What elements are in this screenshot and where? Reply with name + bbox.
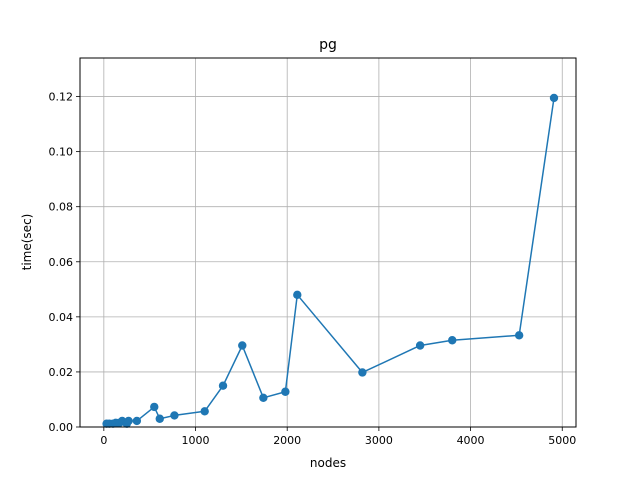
data-point	[155, 414, 164, 423]
data-point	[218, 381, 228, 390]
x-tick-label: 4000	[457, 434, 485, 447]
y-tick-label: 0.02	[49, 366, 74, 379]
series-line	[106, 97, 555, 425]
y-tick-label: 0.06	[49, 256, 74, 269]
y-tick-label: 0.04	[49, 311, 74, 324]
data-point	[132, 416, 142, 426]
chart-title: pg	[319, 37, 337, 53]
x-tick-label: 5000	[548, 434, 576, 447]
data-point	[170, 411, 179, 420]
y-tick-label: 0.10	[49, 146, 74, 159]
x-tick-label: 1000	[182, 434, 210, 447]
plot-frame	[79, 57, 577, 428]
data-point	[549, 93, 559, 103]
ticks: 0 1000 2000 3000 4000 5000 0.00 0.02 0.04 0.06 0.0…	[49, 91, 577, 447]
data-point	[150, 402, 159, 412]
series-group	[102, 93, 559, 428]
x-tick-label: 3000	[365, 434, 393, 447]
y-axis-label: time(sec)	[20, 214, 34, 271]
y-tick-label: 0.08	[49, 201, 74, 214]
x-tick-label: 2000	[273, 434, 301, 447]
data-point	[293, 290, 302, 300]
x-axis-label: nodes	[310, 456, 346, 470]
y-tick-label: 0.00	[49, 421, 74, 434]
data-point	[514, 331, 524, 340]
data-point	[200, 407, 209, 416]
data-point	[124, 416, 133, 426]
data-point	[281, 387, 290, 396]
data-point	[259, 393, 268, 403]
data-point	[238, 341, 247, 350]
data-point	[358, 368, 367, 377]
grid	[80, 58, 576, 428]
x-tick-label: 0	[100, 434, 107, 447]
y-tick-label: 0.12	[49, 91, 74, 104]
data-point	[415, 341, 425, 350]
data-point	[448, 336, 457, 345]
